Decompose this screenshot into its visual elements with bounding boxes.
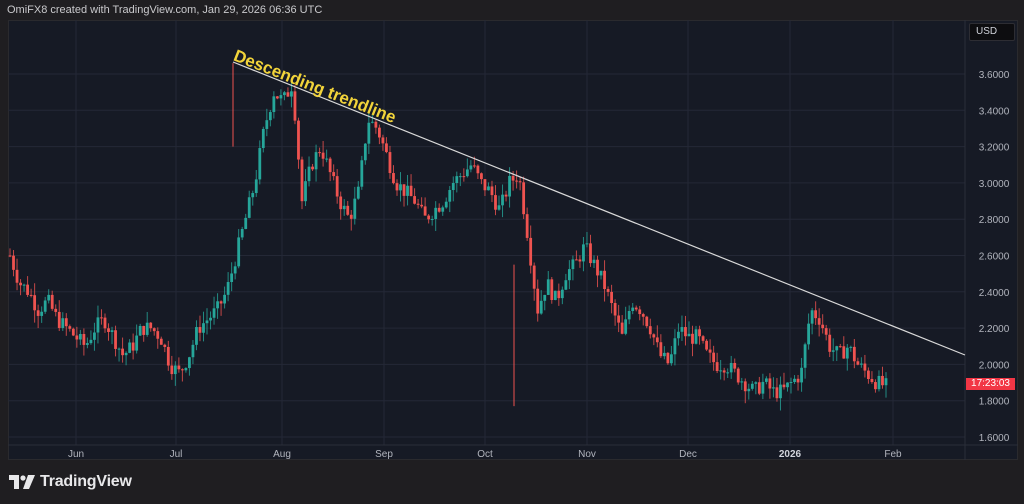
price-label: 2.8000 <box>979 215 1010 226</box>
time-label: Jul <box>170 449 183 460</box>
currency-label[interactable]: USD <box>969 23 1015 41</box>
price-label: 2.4000 <box>979 288 1010 299</box>
price-label: 1.8000 <box>979 397 1010 408</box>
time-label: 2026 <box>779 449 802 460</box>
time-label: Oct <box>477 449 493 460</box>
time-label: Nov <box>578 449 596 460</box>
price-label: 3.6000 <box>979 70 1010 81</box>
chart-credit: OmiFX8 created with TradingView.com, Jan… <box>7 4 323 16</box>
price-label: 1.6000 <box>979 433 1010 444</box>
time-label: Feb <box>884 449 902 460</box>
time-label: Dec <box>679 449 697 460</box>
tradingview-logo-icon <box>9 475 35 489</box>
time-label: Sep <box>375 449 393 460</box>
price-label: 2.2000 <box>979 324 1010 335</box>
brand-name: TradingView <box>40 473 132 490</box>
price-label: 3.4000 <box>979 106 1010 117</box>
candlestick-chart[interactable]: 1.6000 1.8000 2.0000 2.2000 2.4000 2.6000 2.80… <box>8 20 1018 460</box>
time-label: Jun <box>68 449 84 460</box>
countdown-tag: 17:23:03 <box>966 378 1015 390</box>
price-label: 3.2000 <box>979 143 1010 154</box>
price-label: 3.0000 <box>979 179 1010 190</box>
price-label: 2.6000 <box>979 252 1010 263</box>
tradingview-logo[interactable]: TradingView <box>9 473 132 491</box>
price-label: 2.0000 <box>979 360 1010 371</box>
time-label: Aug <box>273 449 291 460</box>
